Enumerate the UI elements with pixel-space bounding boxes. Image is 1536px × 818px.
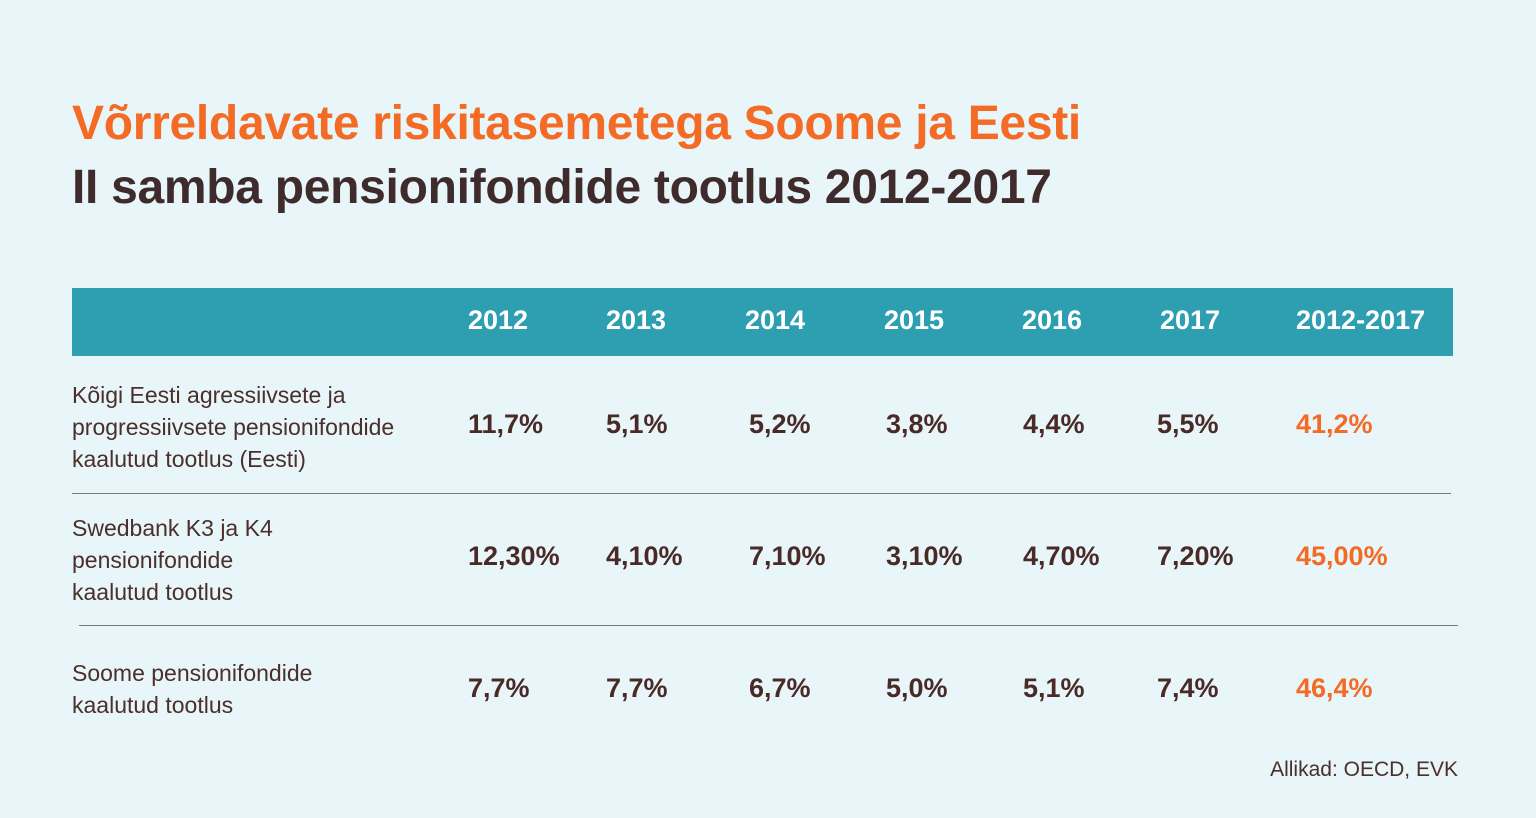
row-divider	[72, 493, 1451, 494]
cell-swedbank-2017: 7,20%	[1157, 541, 1234, 571]
column-header-2015: 2015	[884, 305, 945, 335]
row-label-estonia-line-2: progressiivsete pensionifondide	[72, 414, 395, 440]
cell-swedbank-2012: 12,30%	[468, 541, 560, 571]
row-label-swedbank-line-3: kaalutud tootlus	[72, 579, 234, 605]
cell-finland-2012: 7,7%	[468, 673, 530, 703]
cell-estonia-2015: 3,8%	[886, 409, 948, 439]
column-header-2017: 2017	[1160, 305, 1221, 335]
cell-swedbank-2013: 4,10%	[606, 541, 683, 571]
chart-title-line-2: II samba pensionifondide tootlus 2012-20…	[72, 161, 1052, 214]
cell-swedbank-2014: 7,10%	[749, 541, 826, 571]
cell-finland-2014: 6,7%	[749, 673, 811, 703]
cell-finland-2015: 5,0%	[886, 673, 948, 703]
cell-estonia-2017: 5,5%	[1157, 409, 1219, 439]
row-label-estonia-line-3: kaalutud tootlus (Eesti)	[72, 446, 306, 472]
row-label-swedbank-line-1: Swedbank K3 ja K4	[72, 515, 273, 541]
column-header-2012: 2012	[468, 305, 529, 335]
cell-estonia-2014: 5,2%	[749, 409, 811, 439]
row-label-finland-line-2: kaalutud tootlus	[72, 692, 234, 718]
cell-finland-2016: 5,1%	[1023, 673, 1085, 703]
row-divider	[79, 625, 1458, 626]
column-header-2013: 2013	[606, 305, 667, 335]
cell-estonia-2016: 4,4%	[1023, 409, 1085, 439]
cell-estonia-total: 41,2%	[1296, 409, 1373, 439]
cell-finland-total: 46,4%	[1296, 673, 1373, 703]
row-label-finland-line-1: Soome pensionifondide	[72, 660, 313, 686]
column-header-2016: 2016	[1022, 305, 1083, 335]
cell-estonia-2013: 5,1%	[606, 409, 668, 439]
cell-swedbank-total: 45,00%	[1296, 541, 1388, 571]
row-label-estonia-line-1: Kõigi Eesti agressiivsete ja	[72, 382, 346, 408]
cell-finland-2013: 7,7%	[606, 673, 668, 703]
chart-title-line-1: Võrreldavate riskitasemetega Soome ja Ee…	[72, 97, 1081, 150]
source-note: Allikad: OECD, EVK	[1270, 758, 1458, 781]
cell-swedbank-2016: 4,70%	[1023, 541, 1100, 571]
column-header-2014: 2014	[745, 305, 806, 335]
row-label-swedbank-line-2: pensionifondide	[72, 547, 234, 573]
cell-estonia-2012: 11,7%	[468, 409, 544, 439]
cell-swedbank-2015: 3,10%	[886, 541, 963, 571]
table-header-bar	[72, 288, 1453, 356]
column-header-total: 2012-2017	[1296, 305, 1426, 335]
cell-finland-2017: 7,4%	[1157, 673, 1219, 703]
